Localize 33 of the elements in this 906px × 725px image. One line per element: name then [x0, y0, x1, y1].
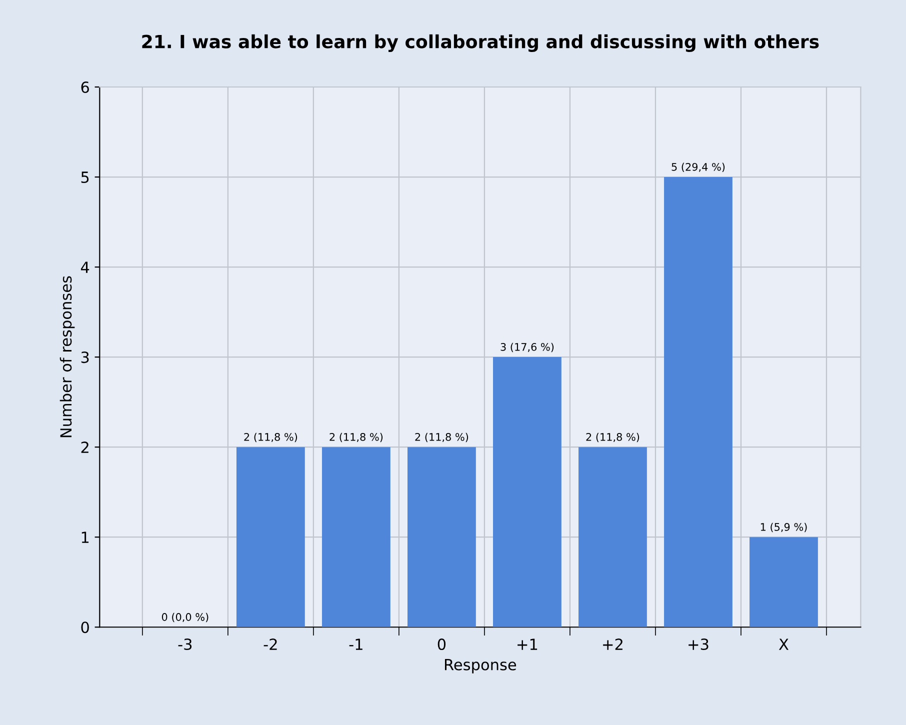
bar [493, 357, 562, 628]
data-label: 2 (11,8 %) [586, 432, 640, 442]
data-label: 1 (5,9 %) [760, 522, 807, 532]
y-tick-label: 2 [81, 442, 88, 453]
y-tick-label: 3 [81, 352, 89, 364]
bar [578, 447, 647, 628]
y-axis-title: Number of responses [60, 276, 75, 438]
data-label: 2 (11,8 %) [415, 432, 468, 442]
bar [236, 447, 305, 628]
x-tick-label: X [778, 638, 788, 650]
bar [322, 447, 390, 628]
bar [664, 177, 732, 628]
x-tick-label: -3 [178, 638, 192, 650]
y-tick-label: 6 [81, 81, 89, 94]
data-label: 2 (11,8 %) [330, 432, 383, 442]
y-tick-label: 1 [82, 532, 89, 543]
x-tick-label: +1 [518, 638, 538, 650]
bar [407, 447, 476, 628]
data-label: 3 (17,6 %) [500, 342, 554, 352]
x-tick-label: +2 [603, 638, 622, 650]
x-tick-label: -2 [264, 638, 277, 650]
x-tick-label: 0 [438, 638, 446, 650]
y-tick-label: 5 [81, 172, 89, 184]
x-tick-label: +3 [688, 638, 708, 650]
bar [750, 537, 818, 628]
y-tick-label: 0 [81, 622, 89, 634]
x-axis-title: Response [444, 659, 516, 674]
data-label: 2 (11,8 %) [244, 432, 298, 442]
y-tick-label: 4 [80, 262, 90, 273]
x-tick-label: -1 [349, 638, 362, 650]
chart-title: 21. I was able to learn by collaborating and discussing with others [142, 34, 819, 52]
data-label: 5 (29,4 %) [672, 162, 725, 172]
data-label: 0 (0,0 %) [162, 612, 208, 622]
